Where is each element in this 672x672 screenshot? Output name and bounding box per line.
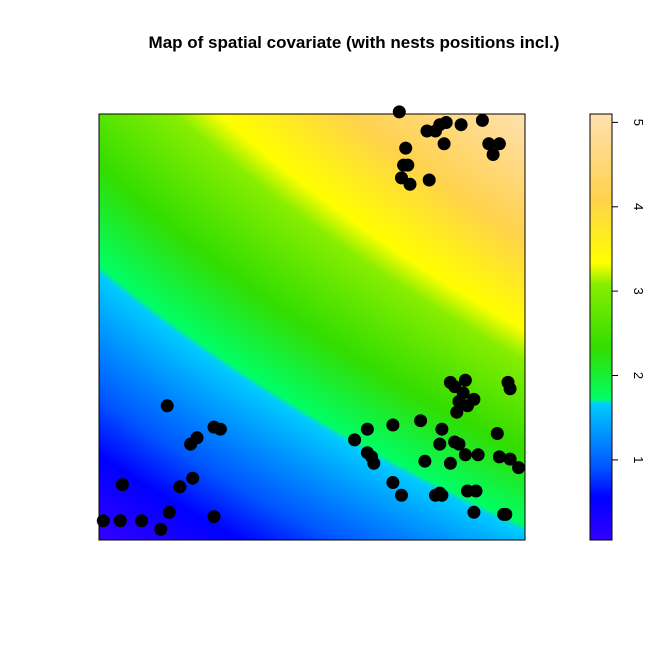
nest-point xyxy=(395,488,408,502)
nest-point xyxy=(190,431,204,445)
nest-point xyxy=(135,514,149,528)
nest-point xyxy=(115,478,129,492)
nest-point xyxy=(452,437,466,451)
nest-point xyxy=(113,514,127,528)
nest-point xyxy=(160,399,174,413)
nest-point xyxy=(437,137,451,151)
nest-point xyxy=(399,141,413,155)
nest-point xyxy=(458,373,472,387)
heatmap-field xyxy=(99,114,525,540)
nest-point xyxy=(458,448,472,462)
chart-title: Map of spatial covariate (with nests pos… xyxy=(149,33,560,52)
nest-point xyxy=(422,173,436,187)
nest-point xyxy=(173,480,187,494)
plot-frame xyxy=(98,113,526,541)
colorbar-tick-label: 4 xyxy=(631,203,646,210)
nest-point xyxy=(490,427,504,440)
nest-point xyxy=(471,448,485,462)
nest-point xyxy=(435,488,449,502)
nest-point xyxy=(475,113,489,127)
nest-point xyxy=(392,105,406,119)
nest-point xyxy=(154,522,168,536)
nest-point xyxy=(469,484,483,498)
colorbar-ticks: 1 2 3 4 5 xyxy=(612,119,646,464)
nest-point xyxy=(482,137,496,151)
nest-point xyxy=(450,405,464,419)
nest-point xyxy=(433,437,447,451)
nest-point xyxy=(486,148,500,161)
nest-point xyxy=(467,505,481,519)
nest-point xyxy=(401,158,415,172)
nest-point xyxy=(499,507,513,521)
heatmap-surface xyxy=(99,114,525,540)
nest-point xyxy=(403,177,417,191)
nest-point xyxy=(96,514,110,528)
nest-point xyxy=(414,414,428,428)
nest-points xyxy=(96,105,526,536)
nest-point xyxy=(443,456,457,470)
nest-point xyxy=(439,116,453,129)
nest-point xyxy=(207,510,221,524)
nest-point xyxy=(213,422,227,436)
nest-point xyxy=(492,137,506,151)
nest-point xyxy=(467,392,481,406)
nest-point xyxy=(386,476,400,489)
nest-point xyxy=(386,418,400,432)
nest-point xyxy=(503,452,517,466)
nest-point xyxy=(503,382,517,396)
nest-point xyxy=(367,456,381,470)
nest-point xyxy=(162,505,176,519)
colorbar-tick-label: 1 xyxy=(631,456,646,463)
colorbar-tick-label: 3 xyxy=(631,287,646,294)
colorbar-frame xyxy=(589,113,613,541)
nest-point xyxy=(512,461,526,475)
colorbar-tick-label: 5 xyxy=(631,119,646,126)
nest-point xyxy=(348,433,362,447)
nest-point xyxy=(360,422,374,436)
colorbar-fill xyxy=(590,114,612,540)
nest-point xyxy=(443,375,457,389)
nest-point xyxy=(418,454,432,468)
colorbar: 1 2 3 4 5 xyxy=(589,113,646,541)
nest-point xyxy=(435,422,449,436)
nest-point xyxy=(492,450,506,464)
nest-point xyxy=(186,471,200,485)
colorbar-tick-label: 2 xyxy=(631,372,646,379)
nest-point xyxy=(454,118,468,132)
